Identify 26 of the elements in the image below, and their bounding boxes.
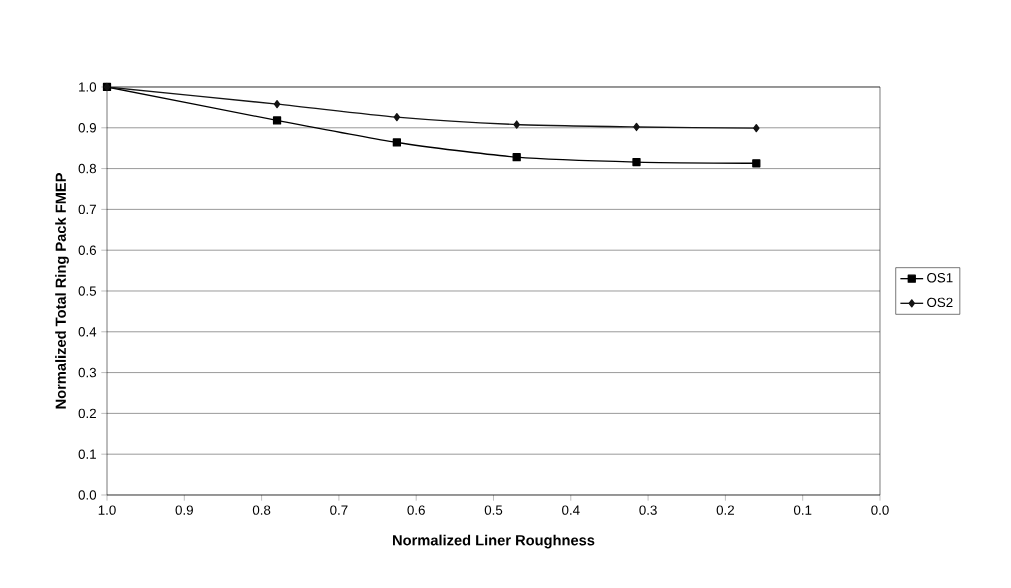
y-tick-label: 1.0 [79,82,97,92]
x-tick-label: 0.0 [871,505,889,515]
legend-label: OS1 [927,273,953,283]
y-tick-label: 0.2 [78,408,96,419]
y-tick-label: 0.7 [78,204,96,215]
x-tick-label: 0.8 [252,505,271,515]
x-tick-label: 0.3 [639,505,657,515]
y-tick-label: 0.0 [78,490,97,500]
y-tick-label: 0.5 [78,286,97,296]
y-tick-label: 0.1 [78,449,96,459]
x-axis-title: Normalized Liner Roughness [393,534,595,549]
y-tick-label: 0.9 [78,123,96,133]
x-tick-label: 0.9 [175,505,193,515]
x-tick-label: 0.7 [330,505,348,515]
x-tick-label: 0.5 [484,505,503,515]
legend-label: OS2 [927,297,953,308]
x-tick-label: 0.2 [716,505,734,515]
y-tick-label: 0.6 [78,245,97,255]
x-tick-label: 0.4 [562,505,580,515]
y-tick-label: 0.3 [78,367,97,378]
y-tick-label: 0.4 [78,327,97,337]
x-tick-label: 0.6 [407,505,425,515]
y-tick-label: 0.8 [78,163,97,174]
y-axis-title: Normalized Total Ring Pack FMEP [55,173,69,409]
x-tick-label: 0.1 [793,505,812,515]
x-tick-label: 1.0 [98,505,116,515]
